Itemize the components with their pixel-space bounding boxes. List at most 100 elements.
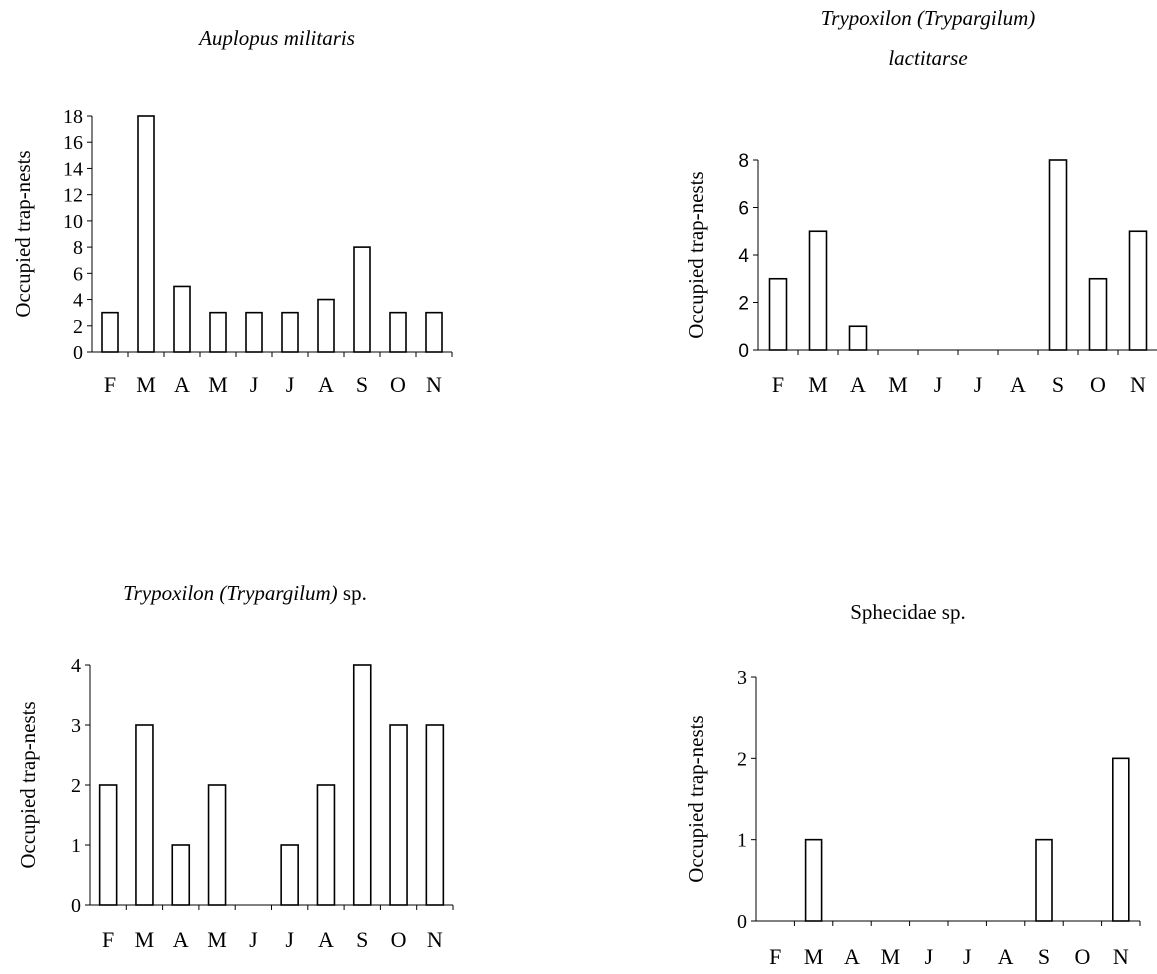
x-tick-label: A bbox=[844, 944, 860, 969]
bar bbox=[137, 115, 155, 353]
x-tick-label: O bbox=[1074, 944, 1090, 969]
bar bbox=[317, 298, 335, 353]
x-tick-label: S bbox=[356, 927, 368, 952]
bar bbox=[1048, 159, 1068, 351]
chart-title-line: Trypoxilon (Trypargilum) bbox=[821, 6, 1035, 30]
x-tick-label: F bbox=[769, 944, 781, 969]
x-tick-label: A bbox=[998, 944, 1014, 969]
y-tick-label: 14 bbox=[63, 158, 83, 180]
bar bbox=[135, 724, 154, 906]
y-axis-label: Occupied trap-nests bbox=[684, 715, 708, 882]
x-tick-label: O bbox=[390, 372, 406, 397]
y-tick-label: 3 bbox=[737, 667, 747, 689]
bar bbox=[207, 784, 227, 906]
y-tick-label: 1 bbox=[71, 835, 81, 857]
bar bbox=[281, 311, 299, 353]
bar bbox=[352, 664, 372, 906]
x-tick-label: A bbox=[318, 927, 334, 952]
y-tick-label: 8 bbox=[738, 151, 749, 172]
y-tick-label: 2 bbox=[73, 316, 83, 338]
y-tick-label: 4 bbox=[73, 290, 83, 312]
bar bbox=[848, 325, 868, 351]
bar bbox=[245, 311, 263, 353]
chart-title-italic: Trypoxilon (Trypargilum) bbox=[123, 581, 337, 605]
bar bbox=[389, 311, 407, 353]
bar bbox=[209, 311, 227, 353]
x-tick-label: F bbox=[772, 372, 784, 397]
x-tick-label: A bbox=[174, 372, 190, 397]
bar bbox=[173, 285, 191, 353]
x-tick-label: J bbox=[925, 944, 934, 969]
x-tick-label: S bbox=[356, 372, 368, 397]
x-tick-label: J bbox=[974, 372, 983, 397]
y-tick-label: 0 bbox=[738, 341, 749, 362]
chart-title: Sphecidae sp. bbox=[850, 600, 965, 624]
y-tick-label: 4 bbox=[738, 246, 749, 267]
bar bbox=[425, 724, 445, 906]
chart-panel-3: Trypoxilon (Trypargilum) sp. Occupied tra… bbox=[16, 581, 454, 952]
x-tick-label: M bbox=[207, 927, 227, 952]
bar bbox=[98, 784, 118, 906]
x-tick-label: J bbox=[286, 372, 295, 397]
bar bbox=[808, 230, 828, 351]
y-tick-label: 3 bbox=[71, 715, 81, 737]
chart-panel-1: Auplopus militaris Occupied trap-nests 0 2 4… bbox=[11, 26, 453, 397]
x-tick-label: N bbox=[426, 372, 442, 397]
y-tick-label: 16 bbox=[63, 132, 83, 154]
y-tick-label: 0 bbox=[737, 911, 747, 933]
x-tick-label: S bbox=[1038, 944, 1050, 969]
x-tick-label: M bbox=[804, 944, 824, 969]
x-tick-label: F bbox=[104, 372, 116, 397]
bar bbox=[768, 277, 788, 351]
chart-title-plain: sp. bbox=[338, 581, 367, 605]
x-tick-label: J bbox=[285, 927, 294, 952]
bar bbox=[389, 724, 408, 906]
x-tick-label: S bbox=[1052, 372, 1064, 397]
x-tick-label: M bbox=[208, 372, 228, 397]
y-tick-label: 2 bbox=[738, 294, 749, 315]
y-tick-label: 2 bbox=[737, 748, 747, 770]
y-axis-label: Occupied trap-nests bbox=[11, 150, 35, 317]
bar bbox=[280, 844, 299, 906]
x-tick-label: A bbox=[318, 372, 334, 397]
y-tick-label: 6 bbox=[73, 263, 83, 285]
y-tick-label: 12 bbox=[63, 185, 83, 207]
bar bbox=[171, 844, 191, 906]
x-tick-label: O bbox=[391, 927, 407, 952]
x-tick-label: N bbox=[1113, 944, 1129, 969]
y-tick-label: 2 bbox=[71, 775, 81, 797]
bar bbox=[1088, 277, 1108, 351]
x-tick-label: N bbox=[427, 927, 443, 952]
x-tick-label: N bbox=[1130, 372, 1146, 397]
bar bbox=[1035, 838, 1053, 922]
x-tick-label: A bbox=[173, 927, 189, 952]
bar bbox=[425, 311, 443, 353]
x-tick-label: M bbox=[881, 944, 901, 969]
x-tick-label: J bbox=[934, 372, 943, 397]
chart-title-line: lactitarse bbox=[888, 46, 967, 70]
y-tick-label: 0 bbox=[71, 895, 81, 917]
x-tick-label: J bbox=[963, 944, 972, 969]
x-tick-label: A bbox=[1010, 372, 1026, 397]
x-tick-label: J bbox=[249, 927, 258, 952]
x-tick-label: O bbox=[1090, 372, 1106, 397]
chart-title: Auplopus militaris bbox=[197, 26, 355, 50]
y-axis-label: Occupied trap-nests bbox=[684, 171, 708, 338]
y-tick-label: 0 bbox=[73, 342, 83, 364]
x-tick-label: F bbox=[102, 927, 114, 952]
bar bbox=[101, 311, 119, 353]
x-tick-label: M bbox=[136, 372, 156, 397]
x-tick-label: A bbox=[850, 372, 866, 397]
chart-title: Trypoxilon (Trypargilum) sp. bbox=[123, 581, 367, 605]
y-tick-label: 6 bbox=[738, 199, 749, 220]
bar bbox=[1112, 757, 1130, 922]
y-tick-label: 10 bbox=[63, 211, 83, 233]
bar bbox=[804, 838, 823, 922]
bar bbox=[353, 246, 371, 353]
x-tick-label: M bbox=[135, 927, 155, 952]
bar bbox=[316, 784, 336, 906]
y-axis-label: Occupied trap-nests bbox=[16, 701, 40, 868]
y-tick-label: 8 bbox=[73, 237, 83, 259]
